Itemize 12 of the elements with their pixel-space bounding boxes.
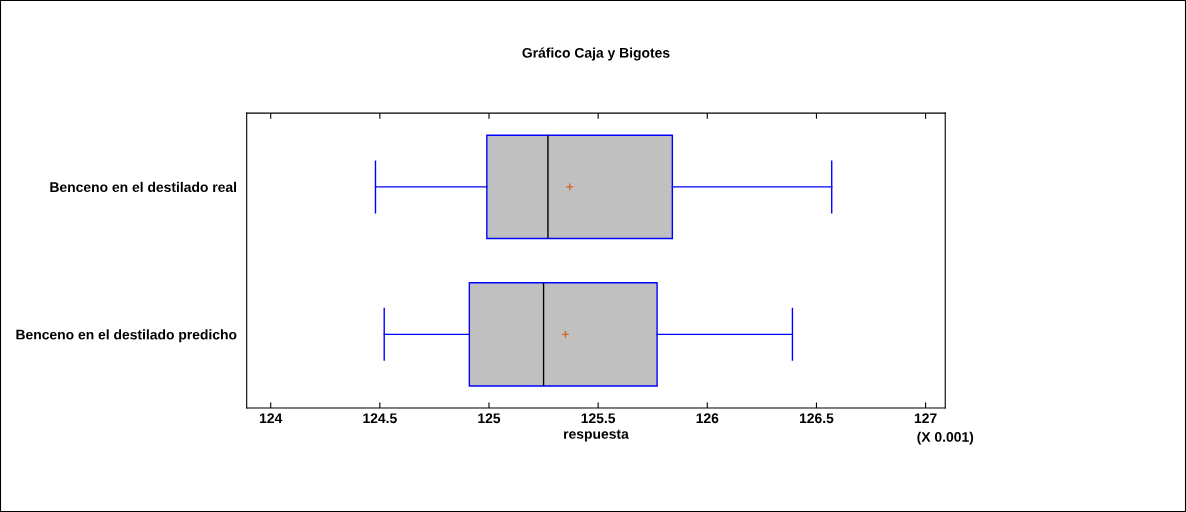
x-tick-label: 124.5 bbox=[363, 413, 397, 424]
x-axis-title: respuesta bbox=[564, 429, 629, 442]
x-tick-label: 127 bbox=[914, 413, 937, 423]
chart-title: Gráfico Caja y Bigotes bbox=[522, 47, 670, 61]
y-tick-label: Benceno en el destilado real bbox=[50, 181, 236, 193]
y-tick-label: Benceno en el destilado predicho bbox=[16, 329, 237, 343]
x-tick-label: 124 bbox=[259, 413, 283, 423]
x-tick-label: 126 bbox=[696, 413, 719, 424]
text: (X 0.001) bbox=[917, 431, 974, 445]
x-tick-label: 125 bbox=[478, 413, 501, 424]
x-tick-label: 125.5 bbox=[581, 413, 616, 424]
x-tick-label: 126.5 bbox=[799, 413, 834, 424]
